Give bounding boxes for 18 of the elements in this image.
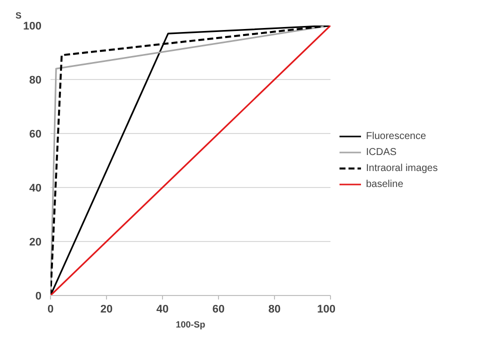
y-axis-title: S: [16, 10, 22, 20]
legend-label: ICDAS: [366, 146, 397, 159]
y-tick-label: 60: [29, 128, 42, 140]
y-tick-label: 20: [29, 236, 42, 248]
x-tick-label: 100: [317, 304, 336, 316]
x-tick-label: 0: [47, 304, 54, 316]
y-tick-label: 0: [35, 290, 42, 302]
y-tick-label: 80: [29, 74, 42, 86]
x-tick-label: 20: [100, 304, 113, 316]
legend-label: Intraoral images: [366, 162, 438, 175]
y-tick-label: 40: [29, 182, 42, 194]
x-axis-title: 100-Sp: [176, 320, 206, 330]
x-tick-label: 80: [268, 304, 281, 316]
y-tick-label: 100: [23, 20, 42, 32]
legend-label: baseline: [366, 178, 404, 191]
legend-label: Fluorescence: [366, 130, 426, 143]
x-tick-label: 60: [212, 304, 225, 316]
x-tick-label: 40: [156, 304, 169, 316]
